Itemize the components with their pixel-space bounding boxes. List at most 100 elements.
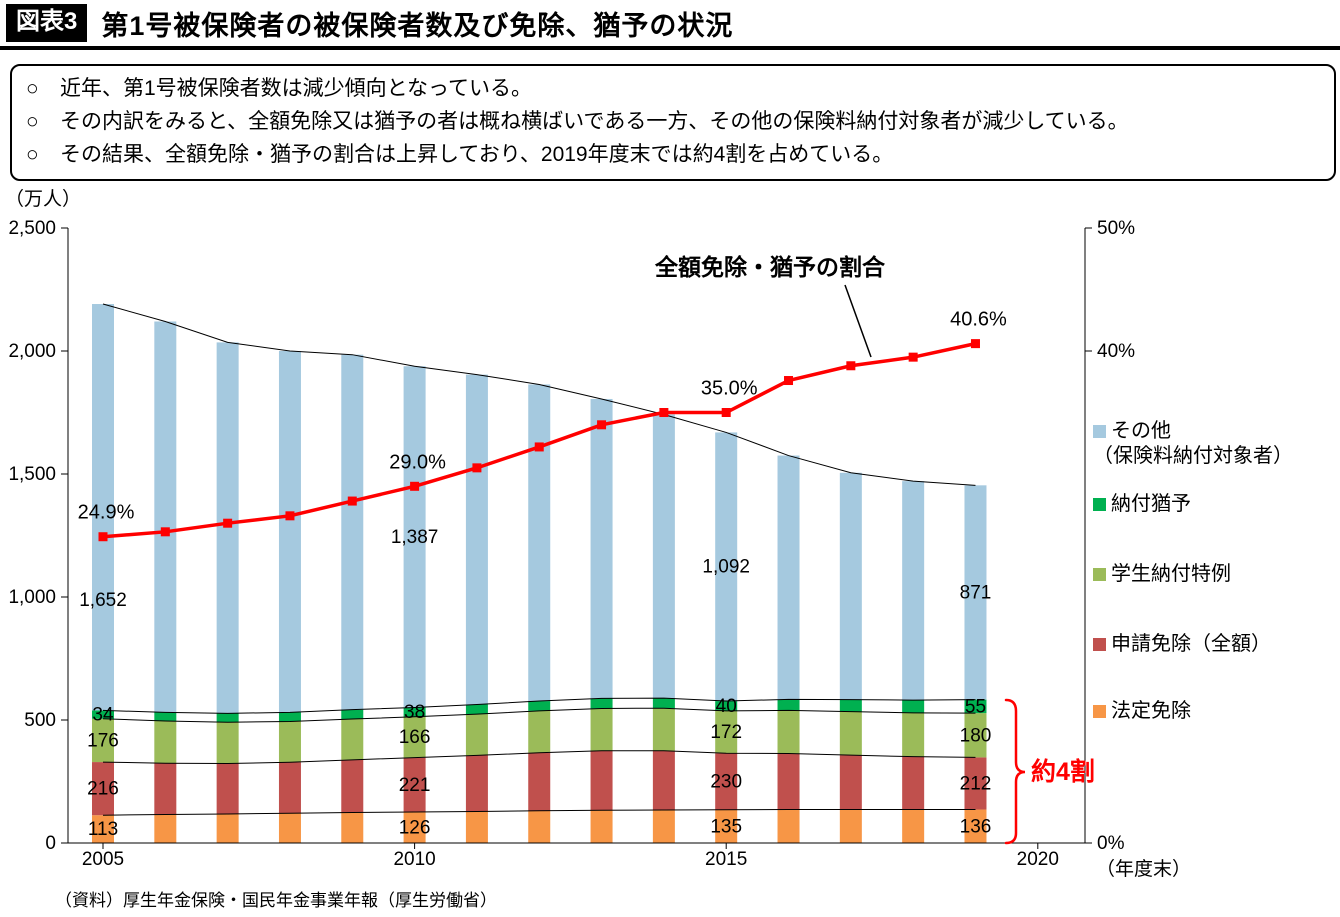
legend-swatch-icon bbox=[1093, 638, 1106, 651]
legend-label: （保険料納付対象者） bbox=[1093, 444, 1293, 467]
outline-line bbox=[102, 707, 976, 723]
pct-value-label: 40.6% bbox=[950, 309, 1007, 331]
x-tick-label: 2005 bbox=[82, 849, 124, 870]
bar-segment bbox=[652, 708, 675, 751]
note-bullet-icon: ○ bbox=[26, 77, 39, 100]
bar-segment bbox=[341, 354, 364, 710]
source-note: （資料）厚生年金保険・国民年金事業年報（厚生労働省） bbox=[55, 891, 497, 910]
bar-segment bbox=[403, 716, 426, 758]
bar-value-label: 55 bbox=[965, 696, 986, 717]
bar-value-label: 166 bbox=[399, 727, 431, 748]
bar-segment bbox=[964, 809, 987, 843]
bar-segment bbox=[715, 432, 738, 702]
right-tick-label: 40% bbox=[1097, 341, 1135, 362]
bar-segment bbox=[154, 814, 177, 843]
bar-segment bbox=[964, 699, 987, 714]
legend-swatch-icon bbox=[1093, 425, 1106, 438]
bar-segment bbox=[902, 700, 925, 713]
note-bullet-icon: ○ bbox=[26, 143, 39, 166]
bar-segment bbox=[216, 713, 239, 723]
line-marker-icon bbox=[846, 361, 856, 371]
legend-swatch-icon bbox=[1093, 568, 1106, 581]
bar-segment bbox=[528, 752, 551, 811]
bar-segment bbox=[777, 753, 800, 810]
chart-area: 113 216 176 34 1,652 126 221 166 38 1,387 135 230 17… bbox=[0, 185, 1340, 885]
bracket-label: 約4割 bbox=[1031, 757, 1095, 786]
bar-segment bbox=[278, 721, 301, 763]
bar-segment bbox=[216, 763, 239, 814]
legend-swatch-icon bbox=[1093, 705, 1106, 718]
bar-segment bbox=[154, 321, 177, 713]
bar-segment bbox=[777, 809, 800, 843]
note-item: ○ その内訳をみると、全額免除又は猶予の者は概ね横ばいである一方、その他の保険料… bbox=[26, 105, 1322, 138]
bar-value-label: 180 bbox=[960, 725, 992, 746]
bar-segment bbox=[777, 710, 800, 754]
line-marker-icon bbox=[472, 463, 482, 473]
bar-segment bbox=[154, 712, 177, 721]
right-tick-label: 0% bbox=[1097, 833, 1125, 854]
bar-value-label: 212 bbox=[960, 773, 992, 794]
bar-segment bbox=[403, 707, 426, 717]
line-marker-icon bbox=[410, 481, 420, 491]
line-marker-icon bbox=[223, 518, 233, 528]
x-tick-label: 2020 bbox=[1017, 849, 1059, 870]
bar-segment bbox=[92, 718, 114, 763]
bar-segment bbox=[341, 719, 364, 760]
left-tick-label: 1,500 bbox=[8, 464, 56, 485]
bar-segment bbox=[465, 714, 488, 756]
legend-label: 申請免除（全額） bbox=[1111, 632, 1271, 655]
left-tick-label: 500 bbox=[24, 710, 56, 731]
legend-label: 学生納付特例 bbox=[1111, 562, 1231, 585]
bar-segment bbox=[652, 810, 675, 843]
bar-segment bbox=[216, 342, 239, 714]
legend-label: その他 bbox=[1111, 419, 1171, 442]
bar-segment bbox=[278, 762, 301, 814]
bar-segment bbox=[528, 384, 551, 702]
bar-segment bbox=[92, 762, 114, 816]
note-item: ○ 近年、第1号被保険者数は減少傾向となっている。 bbox=[26, 72, 1322, 105]
left-axis-labels: 2,500 2,000 1,500 1,000 500 0 bbox=[8, 218, 68, 854]
x-tick-label: 2010 bbox=[393, 849, 435, 870]
bar-segment bbox=[652, 698, 675, 709]
bar-value-label: 1,387 bbox=[391, 527, 439, 548]
figure-number-badge: 図表3 bbox=[6, 4, 88, 42]
bar-segment bbox=[715, 753, 738, 810]
line-marker-icon bbox=[160, 527, 170, 537]
bar-value-label: 230 bbox=[710, 772, 742, 793]
bar-segment bbox=[590, 750, 613, 811]
bar-segment bbox=[839, 809, 862, 843]
bar-segment bbox=[964, 485, 987, 700]
x-axis-labels: 2005 2010 2015 2020 bbox=[82, 843, 1059, 870]
right-axis-labels: 50% 40% 0% bbox=[1085, 218, 1135, 854]
note-text: 近年、第1号被保険者数は減少傾向となっている。 bbox=[60, 77, 532, 100]
line-marker-icon bbox=[347, 496, 357, 506]
x-axis-unit: （年度末） bbox=[1096, 858, 1191, 880]
bar-segment bbox=[154, 720, 177, 764]
line-marker-icon bbox=[970, 339, 980, 349]
outline-line bbox=[102, 303, 976, 486]
bar-segment bbox=[652, 414, 675, 699]
bar-segment bbox=[465, 704, 488, 715]
left-tick-label: 2,500 bbox=[8, 218, 56, 239]
summary-notes-box: ○ 近年、第1号被保険者数は減少傾向となっている。 ○ その内訳をみると、全額免… bbox=[10, 64, 1336, 181]
pct-value-label: 35.0% bbox=[701, 378, 758, 400]
line-annotation: 全額免除・猶予の割合 bbox=[654, 254, 886, 358]
bar-segment bbox=[715, 809, 738, 843]
line-marker-icon bbox=[659, 408, 669, 417]
note-item: ○ その結果、全額免除・猶予の割合は上昇しており、2019年度末では約4割を占め… bbox=[26, 138, 1322, 171]
left-tick-label: 1,000 bbox=[8, 587, 56, 608]
bar-value-label: 135 bbox=[710, 816, 742, 837]
line-marker-icon bbox=[597, 420, 607, 430]
bar-segment bbox=[278, 813, 301, 843]
bar-segment bbox=[403, 757, 426, 813]
left-tick-label: 2,000 bbox=[8, 341, 56, 362]
bar-segment bbox=[403, 812, 426, 843]
bar-segment bbox=[839, 472, 862, 700]
bar-value-label: 38 bbox=[404, 702, 425, 723]
bar-segment bbox=[777, 699, 800, 711]
bar-segment bbox=[590, 698, 613, 709]
bar-segment bbox=[92, 304, 114, 711]
left-axis-unit: （万人） bbox=[5, 188, 81, 210]
